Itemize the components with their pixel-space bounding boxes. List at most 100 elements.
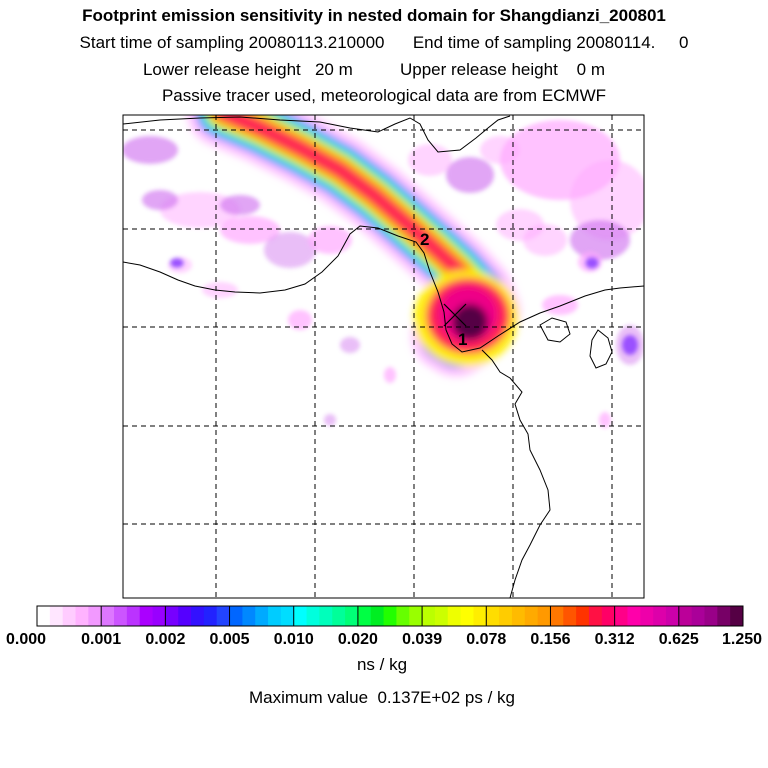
colorbar-cell — [62, 606, 76, 626]
colorbar-cell — [319, 606, 333, 626]
colorbar-cell — [614, 606, 628, 626]
colorbar-cell — [473, 606, 487, 626]
colorbar-tick-label: 1.250 — [722, 631, 762, 648]
colorbar-cell — [691, 606, 705, 626]
colorbar-cell — [88, 606, 102, 626]
colorbar-tick-label: 0.312 — [595, 631, 635, 648]
emission-plume — [187, 115, 521, 377]
background-patch — [308, 226, 352, 254]
colorbar-cell — [75, 606, 89, 626]
colorbar-cell — [563, 606, 577, 626]
station-marker — [443, 303, 467, 327]
colorbar-tick-label: 0.020 — [338, 631, 378, 648]
colorbar-cell — [486, 606, 500, 626]
colorbar-cell — [447, 606, 461, 626]
background-patch — [340, 337, 360, 353]
colorbar-cell — [537, 606, 551, 626]
colorbar-cell — [345, 606, 359, 626]
colorbar-cell — [665, 606, 680, 626]
background-patch — [496, 209, 544, 241]
colorbar-tick-label: 0.001 — [81, 631, 121, 648]
colorbar-tick-label: 0.039 — [402, 631, 442, 648]
background-patch — [142, 190, 178, 210]
background-sensitivity-patches — [123, 120, 644, 428]
colorbar-tick-label: 0.000 — [6, 631, 46, 648]
colorbar-tick-label: 0.156 — [530, 631, 570, 648]
background-patch — [384, 367, 396, 383]
sampling-time-line: Start time of sampling 20080113.210000 E… — [79, 33, 689, 52]
colorbar-cell — [49, 606, 64, 626]
colorbar-cell — [229, 606, 243, 626]
colorbar-cell — [434, 606, 449, 626]
colorbar-cell — [178, 606, 192, 626]
chart-title: Footprint emission sensitivity in nested… — [82, 6, 666, 25]
background-patch — [599, 412, 611, 428]
colorbar-cell — [640, 606, 654, 626]
colorbar-frame — [36, 605, 744, 627]
colorbar-cell — [511, 606, 526, 626]
colorbar-tick-label: 0.005 — [210, 631, 250, 648]
colorbar-cell — [280, 606, 295, 626]
graticule — [123, 115, 644, 598]
colorbar-cell — [191, 606, 205, 626]
colorbar-cell — [601, 606, 616, 626]
colorbar-cell — [409, 606, 423, 626]
colorbar-cell — [165, 606, 179, 626]
background-patch — [324, 414, 336, 426]
background-patch — [570, 160, 644, 240]
background-patch — [570, 220, 630, 260]
colorbar-cell — [383, 606, 397, 626]
plume-core — [452, 304, 488, 340]
colorbar-cell — [370, 606, 384, 626]
colorbar-cell — [550, 606, 564, 626]
colorbar-tick-label: 0.078 — [466, 631, 506, 648]
colorbar-unit-label: ns / kg — [356, 655, 408, 674]
colorbar-cell — [627, 606, 641, 626]
colorbar-cell — [101, 606, 115, 626]
colorbar-cell — [357, 606, 372, 626]
colorbar-cell — [524, 606, 539, 626]
marker-label-2: 2 — [420, 230, 429, 249]
colorbar-cell — [203, 606, 218, 626]
background-patch-strong — [585, 257, 599, 269]
background-patch — [264, 232, 316, 268]
marker-label-1: 1 — [458, 330, 467, 349]
tracer-info-line: Passive tracer used, meteorological data… — [161, 86, 607, 105]
colorbar-cell — [653, 606, 667, 626]
colorbar-tick-labels: 0.000 0.001 0.002 0.005 0.010 0.020 0.039 0.078… — [6, 631, 762, 648]
colorbar-cell — [422, 606, 436, 626]
colorbar-cell — [730, 606, 744, 626]
colorbar-cell — [114, 606, 128, 626]
colorbar-cell — [139, 606, 153, 626]
colorbar-cell — [293, 606, 307, 626]
colorbar-cell — [306, 606, 320, 626]
background-patch — [123, 136, 178, 164]
background-patch — [220, 195, 260, 215]
background-patch — [408, 144, 452, 176]
maximum-value-label: Maximum value 0.137E+02 ps / kg — [249, 688, 515, 707]
background-patch — [220, 216, 280, 244]
background-patch — [160, 192, 240, 228]
colorbar-tick-label: 0.625 — [659, 631, 699, 648]
background-patch — [288, 310, 312, 330]
colorbar-cell — [717, 606, 731, 626]
colorbar — [36, 605, 744, 627]
colorbar-cell — [126, 606, 141, 626]
colorbar-cell — [37, 606, 51, 626]
colorbar-cell — [499, 606, 513, 626]
colorbar-cell — [332, 606, 346, 626]
colorbar-cell — [576, 606, 590, 626]
colorbar-cell — [678, 606, 693, 626]
background-patch-strong — [622, 335, 638, 355]
colorbar-cell — [704, 606, 718, 626]
colorbar-cell — [588, 606, 603, 626]
background-patch — [480, 136, 520, 164]
colorbar-tick-label: 0.010 — [274, 631, 314, 648]
colorbar-tick-label: 0.002 — [145, 631, 185, 648]
colorbar-cell — [216, 606, 230, 626]
background-patch — [542, 295, 578, 315]
map-frame — [122, 114, 645, 599]
background-patch-strong — [170, 258, 184, 268]
map-area: 1 2 — [123, 115, 644, 598]
background-patch — [446, 157, 494, 193]
